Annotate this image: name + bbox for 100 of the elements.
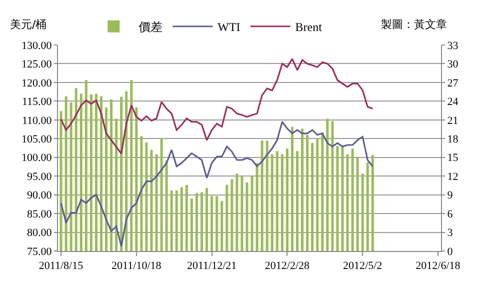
bar <box>160 138 163 251</box>
bar <box>216 196 218 251</box>
text: 製圖：黃文章 <box>381 18 447 31</box>
bar <box>276 151 278 251</box>
y2-tick-label: 3 <box>447 227 454 240</box>
y2-tick-label: 27 <box>447 77 459 90</box>
bar <box>210 196 214 251</box>
legend-label: WTI <box>218 20 240 34</box>
bar <box>175 190 178 251</box>
bar <box>316 138 319 251</box>
x-tick-label: 2011/10/18 <box>112 260 162 272</box>
bar <box>226 184 228 251</box>
bar <box>105 107 108 251</box>
bar <box>256 162 258 251</box>
bar <box>120 96 123 251</box>
bar <box>185 184 188 251</box>
bar <box>296 151 299 251</box>
x-tick-label: 2012/2/28 <box>264 260 310 272</box>
bar <box>371 154 374 251</box>
bar <box>165 160 168 251</box>
y-tick-label: 120.00 <box>22 77 52 90</box>
y2-tick-label: 0 <box>447 246 454 258</box>
legend-label: Brent <box>295 20 323 34</box>
y2-tick-label: 30 <box>447 58 459 71</box>
bar <box>286 148 288 251</box>
y2-tick-label: 21 <box>447 114 458 127</box>
y-tick-label: 115.00 <box>22 96 52 108</box>
legend-label: 價差 <box>138 20 163 34</box>
bar <box>246 182 248 251</box>
y-axis-title: 美元/桶 <box>10 18 47 31</box>
bar <box>125 91 128 251</box>
bar <box>74 88 78 251</box>
bar <box>321 132 324 251</box>
bar <box>140 136 143 251</box>
bar <box>130 80 133 251</box>
bar <box>356 156 359 251</box>
y2-tick-label: 9 <box>447 190 454 202</box>
bar <box>260 140 264 251</box>
y-tick-label: 110.00 <box>22 114 52 127</box>
bar <box>190 198 193 251</box>
bar <box>361 174 364 251</box>
y-tick-label: 75.00 <box>27 246 52 258</box>
x-tick-label: 2011/8/15 <box>38 260 84 272</box>
bar <box>336 146 339 251</box>
bar <box>250 176 254 251</box>
bar <box>100 96 102 251</box>
bar <box>170 190 173 251</box>
line-series <box>60 120 374 247</box>
x-tick-label: 2012/6/18 <box>416 260 461 272</box>
bar <box>94 94 98 251</box>
bar <box>64 96 68 251</box>
y-tick-label: 85.00 <box>27 208 52 220</box>
y2-tick-label: 15 <box>447 152 459 164</box>
bar <box>240 176 244 251</box>
bar <box>60 111 62 251</box>
bar <box>206 188 208 251</box>
bar <box>230 179 234 251</box>
bar <box>135 107 138 251</box>
bar <box>306 134 309 251</box>
y-tick-label: 80.00 <box>27 227 52 240</box>
bar <box>326 118 329 251</box>
bar <box>270 154 274 251</box>
bar <box>266 140 268 251</box>
bar <box>311 143 314 251</box>
bar <box>70 102 72 251</box>
bar <box>155 154 158 251</box>
bar <box>110 99 113 251</box>
y2-tick-label: 6 <box>447 208 454 220</box>
bar <box>220 201 224 251</box>
y-tick-label: 130.00 <box>22 40 52 52</box>
bar <box>341 146 344 251</box>
bar <box>195 192 198 251</box>
bar <box>346 154 349 251</box>
bar <box>236 174 238 251</box>
y2-tick-label: 24 <box>447 96 459 108</box>
bar <box>280 154 284 251</box>
bar <box>366 162 369 251</box>
line-series <box>60 58 374 154</box>
bar <box>80 94 82 251</box>
y2-tick-label: 12 <box>447 170 458 183</box>
bar <box>90 94 92 251</box>
bar <box>150 150 153 251</box>
bar <box>200 192 204 251</box>
bar <box>115 118 118 251</box>
y-tick-label: 125.00 <box>22 58 52 71</box>
bar <box>331 121 334 251</box>
y2-tick-label: 33 <box>447 40 459 52</box>
bar <box>290 126 294 251</box>
bar <box>84 80 88 251</box>
x-tick-label: 2012/5/2 <box>343 260 382 272</box>
y-tick-label: 105.00 <box>22 133 52 146</box>
y-tick-label: 100.00 <box>22 152 52 164</box>
x-tick-label: 2011/12/21 <box>186 260 237 272</box>
y2-tick-label: 18 <box>447 133 459 146</box>
bar <box>145 142 148 251</box>
bar <box>351 148 354 251</box>
y-tick-label: 90.00 <box>27 190 52 202</box>
bar <box>301 128 304 251</box>
bar <box>180 187 183 251</box>
y-tick-label: 95.00 <box>27 170 52 183</box>
